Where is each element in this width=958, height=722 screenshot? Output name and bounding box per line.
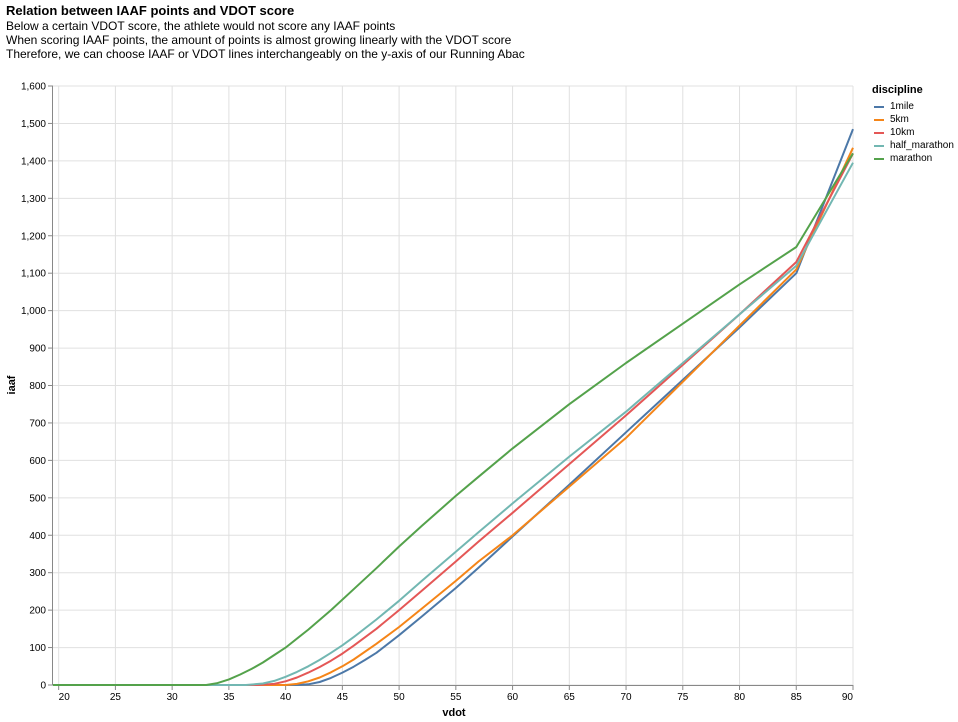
y-tick-label: 900 (29, 344, 46, 355)
x-tick-label: 80 (734, 692, 746, 703)
legend-label: 1mile (890, 101, 914, 112)
y-tick-label: 100 (29, 643, 46, 654)
y-tick-label: 400 (29, 531, 46, 542)
y-tick-label: 700 (29, 418, 46, 429)
x-axis-title: vdot (442, 707, 466, 719)
y-tick-label: 800 (29, 381, 46, 392)
chart-subtitle-line-3: Therefore, we can choose IAAF or VDOT li… (6, 47, 525, 61)
series-line-10km (53, 152, 854, 686)
y-tick-label: 1,200 (21, 231, 46, 242)
x-tick-label: 55 (450, 692, 462, 703)
x-tick-label: 60 (507, 692, 519, 703)
y-tick-label: 0 (40, 681, 46, 692)
series-line-5km (53, 147, 854, 686)
legend-label: marathon (890, 153, 933, 164)
chart-subtitle-line-2: When scoring IAAF points, the amount of … (6, 33, 512, 47)
legend-item-marathon: marathon (872, 152, 954, 165)
x-tick-label: 40 (280, 692, 292, 703)
x-tick-label: 90 (842, 692, 854, 703)
series-line-half_marathon (53, 162, 854, 686)
series-line-1mile (53, 128, 854, 686)
y-tick-label: 1,400 (21, 156, 46, 167)
legend-items: 1mile 5km 10km half_marathon marathon (872, 100, 954, 165)
legend-item-1mile: 1mile (872, 100, 954, 113)
x-tick-label: 85 (791, 692, 803, 703)
x-tick-label: 35 (223, 692, 235, 703)
x-tick-label: 20 (59, 692, 71, 703)
x-tick-label: 65 (564, 692, 576, 703)
legend-swatch (874, 157, 884, 160)
y-tick-label: 1,600 (21, 82, 46, 93)
legend-item-half_marathon: half_marathon (872, 139, 954, 152)
x-tick-label: 45 (337, 692, 349, 703)
series-lines (53, 128, 854, 686)
legend-item-10km: 10km (872, 126, 954, 139)
y-tick-label: 300 (29, 568, 46, 579)
series-line-marathon (53, 152, 854, 686)
legend-swatch (874, 105, 884, 108)
y-tick-label: 1,100 (21, 269, 46, 280)
x-tick-label: 70 (620, 692, 632, 703)
legend-swatch (874, 118, 884, 121)
y-axis-title: iaaf (6, 375, 18, 394)
legend-label: half_marathon (890, 140, 954, 151)
x-tick-label: 25 (110, 692, 122, 703)
y-tick-label: 600 (29, 456, 46, 467)
y-tick-label: 500 (29, 493, 46, 504)
y-tick-label: 200 (29, 606, 46, 617)
legend-swatch (874, 131, 884, 134)
y-tick-label: 1,000 (21, 306, 46, 317)
chart-title: Relation between IAAF points and VDOT sc… (6, 3, 295, 18)
x-tick-label: 50 (394, 692, 406, 703)
grid (53, 85, 854, 686)
legend-label: 5km (890, 114, 909, 125)
x-tick-label: 75 (677, 692, 689, 703)
legend-title: discipline (872, 84, 923, 96)
y-tick-label: 1,500 (21, 119, 46, 130)
y-tick-label: 1,300 (21, 194, 46, 205)
chart-subtitle-line-1: Below a certain VDOT score, the athlete … (6, 19, 396, 33)
legend-label: 10km (890, 127, 915, 138)
legend-swatch (874, 144, 884, 147)
legend-item-5km: 5km (872, 113, 954, 126)
x-tick-label: 30 (167, 692, 179, 703)
